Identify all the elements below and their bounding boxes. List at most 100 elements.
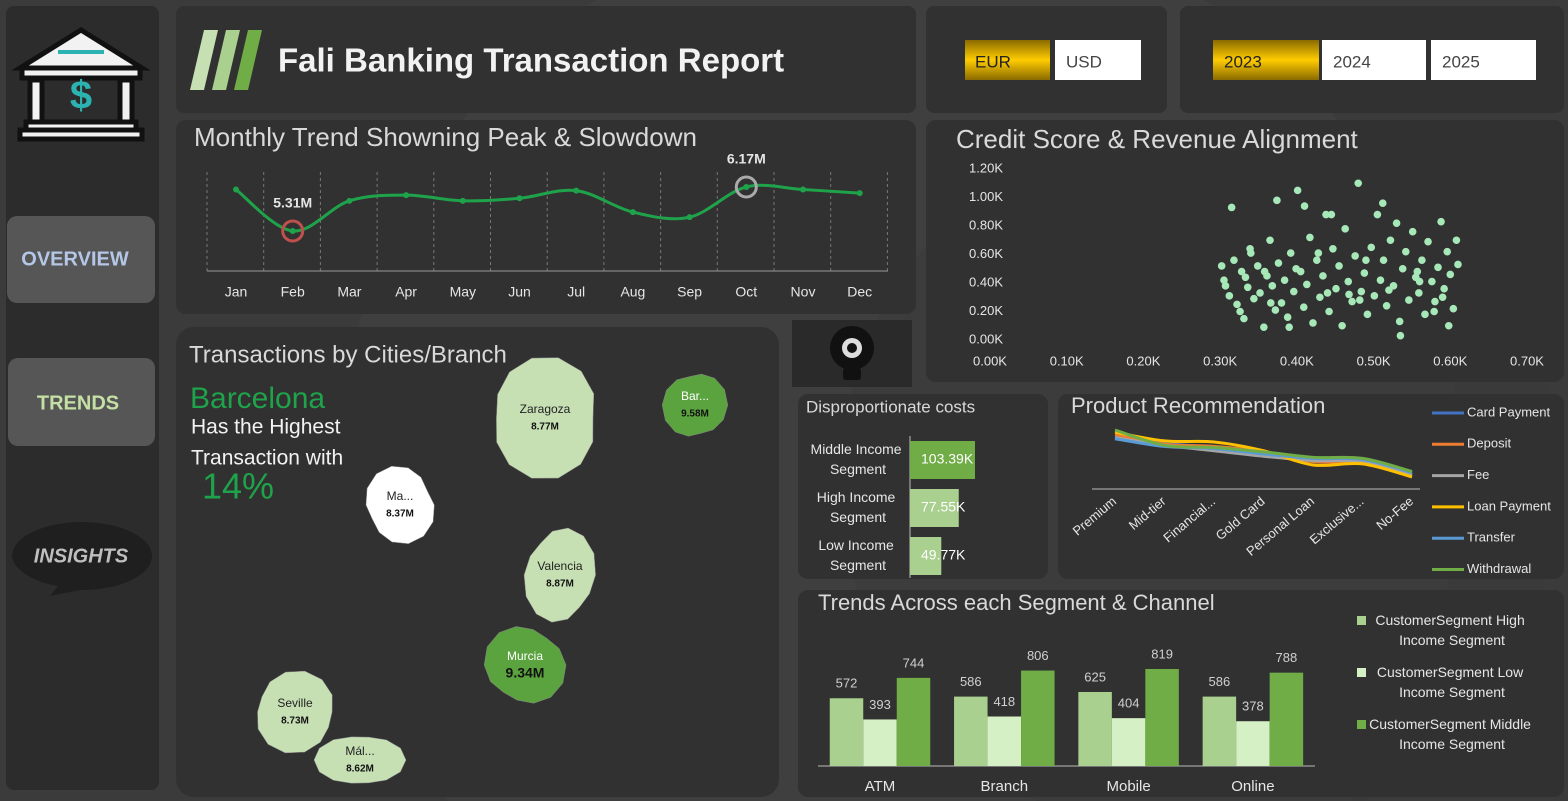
bar bbox=[910, 441, 975, 479]
x-tick-label: 0.10K bbox=[1050, 353, 1084, 368]
point bbox=[800, 186, 806, 193]
nav-button[interactable] bbox=[7, 216, 155, 303]
data-label: 788 bbox=[1276, 650, 1298, 665]
filter-label[interactable]: 2025 bbox=[1442, 52, 1480, 71]
bar bbox=[910, 489, 959, 527]
point bbox=[1385, 286, 1393, 294]
point bbox=[1373, 210, 1382, 219]
y-tick-label: 0.40K bbox=[969, 274, 1003, 289]
point bbox=[1253, 262, 1262, 270]
point bbox=[1395, 317, 1404, 326]
point bbox=[1438, 293, 1447, 302]
region-value: 8.77M bbox=[531, 422, 559, 433]
data-label: 6.17M bbox=[727, 151, 766, 167]
point bbox=[1341, 225, 1349, 233]
point bbox=[1299, 303, 1308, 312]
nav-label[interactable]: INSIGHTS bbox=[34, 545, 129, 567]
point bbox=[1233, 300, 1241, 309]
y-tick-label: 0.20K bbox=[969, 303, 1003, 318]
region-name: Mál... bbox=[345, 744, 374, 758]
filter-label[interactable]: 2023 bbox=[1224, 52, 1262, 71]
point bbox=[1225, 292, 1234, 300]
x-tick-label: May bbox=[450, 284, 476, 300]
x-tick-label: 0.30K bbox=[1203, 353, 1237, 368]
region-value: 8.87M bbox=[546, 579, 574, 590]
x-tick-label: Oct bbox=[735, 284, 757, 300]
point bbox=[686, 214, 693, 221]
nav-bubble[interactable] bbox=[12, 522, 152, 596]
legend-label: CustomerSegment Middle Income Segment bbox=[1369, 716, 1535, 752]
point bbox=[573, 187, 580, 194]
point bbox=[1355, 296, 1364, 304]
region-name: Bar... bbox=[681, 389, 709, 403]
bar bbox=[954, 696, 988, 766]
region-name: Zaragoza bbox=[520, 402, 571, 416]
filter-button[interactable] bbox=[1322, 40, 1426, 80]
chart-title: Transactions by Cities/Branch bbox=[189, 341, 507, 368]
point bbox=[1241, 273, 1250, 282]
logo-bar bbox=[190, 30, 218, 90]
y-tick-label: 0.00K bbox=[969, 331, 1003, 346]
point bbox=[1392, 219, 1401, 227]
x-tick-label: 0.40K bbox=[1280, 353, 1314, 368]
annotation: Barcelona bbox=[190, 382, 325, 415]
point bbox=[1283, 313, 1292, 322]
point bbox=[1360, 269, 1369, 277]
point bbox=[1382, 302, 1391, 310]
legend-label: Loan Payment bbox=[1467, 498, 1551, 513]
point bbox=[856, 190, 863, 197]
filter-label[interactable]: USD bbox=[1066, 52, 1102, 71]
filter-button[interactable] bbox=[1213, 40, 1319, 80]
region bbox=[496, 357, 595, 479]
x-tick-label: 0.20K bbox=[1126, 353, 1160, 368]
bar bbox=[1202, 696, 1237, 766]
nav-label[interactable]: TRENDS bbox=[37, 392, 119, 414]
bank-icon: $ bbox=[11, 27, 151, 142]
point bbox=[346, 197, 353, 204]
point bbox=[1386, 236, 1395, 245]
point bbox=[1236, 307, 1244, 316]
point bbox=[1227, 203, 1236, 212]
x-tick-label: Sep bbox=[677, 284, 702, 300]
point bbox=[289, 228, 296, 234]
filter-label[interactable]: 2024 bbox=[1333, 52, 1371, 71]
region-name: Valencia bbox=[537, 559, 582, 573]
x-tick-label: Online bbox=[1231, 778, 1274, 795]
point bbox=[1357, 287, 1366, 296]
point bbox=[1452, 236, 1461, 245]
nav-label[interactable]: OVERVIEW bbox=[21, 248, 129, 270]
chart-title: Disproportionate costs bbox=[806, 397, 975, 416]
legend-label: Withdrawal bbox=[1467, 561, 1531, 576]
data-label: 103.39K bbox=[921, 451, 974, 467]
data-label: 806 bbox=[1027, 648, 1049, 663]
x-tick-label: Aug bbox=[620, 284, 645, 300]
point bbox=[1344, 277, 1353, 286]
legend-swatch bbox=[1357, 668, 1366, 677]
point bbox=[459, 197, 466, 204]
point bbox=[1413, 267, 1422, 276]
point bbox=[1415, 277, 1424, 286]
bulb-icon bbox=[830, 326, 874, 380]
data-label: 77.55K bbox=[921, 499, 966, 515]
point bbox=[1268, 282, 1277, 290]
point bbox=[1396, 331, 1405, 340]
header-panel bbox=[176, 6, 916, 113]
point bbox=[1367, 243, 1376, 252]
nav-button[interactable] bbox=[8, 358, 155, 446]
x-tick-label: ATM bbox=[865, 778, 896, 795]
annotation: 14% bbox=[202, 466, 274, 507]
logo-bar bbox=[212, 30, 240, 90]
filter-button[interactable] bbox=[1431, 40, 1536, 80]
map-panel bbox=[176, 327, 779, 797]
filter-button[interactable] bbox=[1055, 40, 1141, 80]
region bbox=[313, 736, 407, 784]
bar bbox=[896, 677, 931, 766]
point bbox=[1415, 289, 1423, 297]
filter-label[interactable]: EUR bbox=[975, 52, 1011, 71]
x-tick-label: 0.70K bbox=[1510, 353, 1544, 368]
filter-button[interactable] bbox=[965, 40, 1050, 80]
y-tick-label: 1.00K bbox=[969, 189, 1003, 204]
point bbox=[1273, 196, 1281, 205]
point bbox=[1256, 289, 1264, 297]
point bbox=[1271, 306, 1280, 314]
